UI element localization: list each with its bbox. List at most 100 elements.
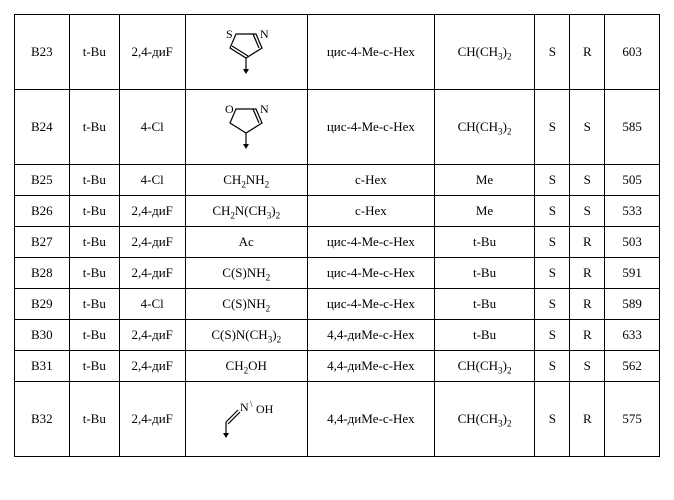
cell-c6: S xyxy=(535,289,570,320)
cell-c6: S xyxy=(535,196,570,227)
cell-c2: 2,4-диF xyxy=(119,351,185,382)
cell-c1: t-Bu xyxy=(69,196,119,227)
cell-c4: цис-4-Ме-с-Hex xyxy=(307,258,434,289)
cell-c4: цис-4-Ме-с-Hex xyxy=(307,227,434,258)
table-row: B29t-Bu4-ClC(S)NH2цис-4-Ме-с-Hext-BuSR58… xyxy=(15,289,660,320)
cell-c6: S xyxy=(535,227,570,258)
cell-id: B23 xyxy=(15,15,70,90)
table-row: B23t-Bu2,4-диF S N цис-4-Ме-с-HexCH(CH3)… xyxy=(15,15,660,90)
cell-c7: R xyxy=(570,289,605,320)
cell-c6: S xyxy=(535,320,570,351)
cell-c1: t-Bu xyxy=(69,351,119,382)
cell-c5: t-Bu xyxy=(434,258,535,289)
cell-c8: 503 xyxy=(605,227,660,258)
svg-text:N: N xyxy=(240,400,249,414)
cell-c6: S xyxy=(535,258,570,289)
cell-c4: цис-4-Ме-с-Hex xyxy=(307,15,434,90)
cell-c2: 2,4-диF xyxy=(119,382,185,457)
svg-text:\: \ xyxy=(250,399,253,409)
cell-c7: R xyxy=(570,227,605,258)
cell-c2: 2,4-диF xyxy=(119,227,185,258)
table-row: B32t-Bu2,4-диF N \ OH 4,4-диMe-с-HexCH(C… xyxy=(15,382,660,457)
cell-c8: 585 xyxy=(605,90,660,165)
cell-c2: 2,4-диF xyxy=(119,320,185,351)
cell-c8: 633 xyxy=(605,320,660,351)
cell-c3: C(S)NH2 xyxy=(185,258,307,289)
cell-c3: C(S)N(CH3)2 xyxy=(185,320,307,351)
cell-id: B32 xyxy=(15,382,70,457)
cell-c5: Me xyxy=(434,196,535,227)
cell-c8: 505 xyxy=(605,165,660,196)
svg-text:O: O xyxy=(225,102,234,116)
cell-c4: с-Hex xyxy=(307,196,434,227)
cell-c2: 2,4-диF xyxy=(119,196,185,227)
table-row: B25t-Bu4-ClCH2NH2с-HexMeSS505 xyxy=(15,165,660,196)
cell-c7: R xyxy=(570,382,605,457)
cell-c2: 2,4-диF xyxy=(119,258,185,289)
cell-c2: 4-Cl xyxy=(119,165,185,196)
table-row: B30t-Bu2,4-диFC(S)N(CH3)24,4-диMe-с-Hext… xyxy=(15,320,660,351)
cell-c3: CH2N(CH3)2 xyxy=(185,196,307,227)
svg-text:OH: OH xyxy=(256,402,274,416)
cell-c7: R xyxy=(570,258,605,289)
cell-structure: S N xyxy=(185,15,307,90)
cell-c5: t-Bu xyxy=(434,289,535,320)
cell-c3: C(S)NH2 xyxy=(185,289,307,320)
cell-c6: S xyxy=(535,90,570,165)
cell-c7: S xyxy=(570,165,605,196)
cell-c2: 4-Cl xyxy=(119,90,185,165)
svg-text:N: N xyxy=(260,27,269,41)
cell-c1: t-Bu xyxy=(69,227,119,258)
cell-c7: S xyxy=(570,351,605,382)
cell-c4: цис-4-Ме-с-Hex xyxy=(307,90,434,165)
cell-id: B25 xyxy=(15,165,70,196)
table-row: B28t-Bu2,4-диFC(S)NH2цис-4-Ме-с-Hext-BuS… xyxy=(15,258,660,289)
compound-table: B23t-Bu2,4-диF S N цис-4-Ме-с-HexCH(CH3)… xyxy=(14,14,660,457)
cell-c4: с-Hex xyxy=(307,165,434,196)
cell-c8: 591 xyxy=(605,258,660,289)
cell-c6: S xyxy=(535,351,570,382)
cell-id: B28 xyxy=(15,258,70,289)
cell-c5: t-Bu xyxy=(434,227,535,258)
cell-c6: S xyxy=(535,382,570,457)
cell-id: B31 xyxy=(15,351,70,382)
cell-c8: 589 xyxy=(605,289,660,320)
cell-c1: t-Bu xyxy=(69,15,119,90)
table-row: B26t-Bu2,4-диFCH2N(CH3)2с-HexMeSS533 xyxy=(15,196,660,227)
cell-id: B30 xyxy=(15,320,70,351)
cell-c8: 533 xyxy=(605,196,660,227)
cell-c3: CH2OH xyxy=(185,351,307,382)
svg-text:N: N xyxy=(260,102,269,116)
cell-c1: t-Bu xyxy=(69,165,119,196)
cell-id: B26 xyxy=(15,196,70,227)
cell-c3: Ac xyxy=(185,227,307,258)
cell-c3: CH2NH2 xyxy=(185,165,307,196)
svg-text:S: S xyxy=(226,27,233,41)
cell-c8: 562 xyxy=(605,351,660,382)
cell-id: B24 xyxy=(15,90,70,165)
cell-c5: CH(CH3)2 xyxy=(434,351,535,382)
cell-c5: Me xyxy=(434,165,535,196)
cell-c2: 2,4-диF xyxy=(119,15,185,90)
table-row: B24t-Bu4-Cl O N цис-4-Ме-с-HexCH(CH3)2SS… xyxy=(15,90,660,165)
cell-c8: 603 xyxy=(605,15,660,90)
cell-c7: S xyxy=(570,196,605,227)
cell-structure: N \ OH xyxy=(185,382,307,457)
cell-c4: 4,4-диMe-с-Hex xyxy=(307,320,434,351)
cell-c8: 575 xyxy=(605,382,660,457)
table-row: B27t-Bu2,4-диFAcцис-4-Ме-с-Hext-BuSR503 xyxy=(15,227,660,258)
cell-c4: 4,4-диMe-с-Hex xyxy=(307,351,434,382)
cell-c5: CH(CH3)2 xyxy=(434,15,535,90)
cell-c2: 4-Cl xyxy=(119,289,185,320)
cell-c6: S xyxy=(535,15,570,90)
cell-c7: R xyxy=(570,15,605,90)
cell-c1: t-Bu xyxy=(69,258,119,289)
cell-id: B29 xyxy=(15,289,70,320)
cell-structure: O N xyxy=(185,90,307,165)
cell-c7: S xyxy=(570,90,605,165)
cell-id: B27 xyxy=(15,227,70,258)
cell-c5: t-Bu xyxy=(434,320,535,351)
cell-c5: CH(CH3)2 xyxy=(434,382,535,457)
cell-c6: S xyxy=(535,165,570,196)
table-row: B31t-Bu2,4-диFCH2OH4,4-диMe-с-HexCH(CH3)… xyxy=(15,351,660,382)
